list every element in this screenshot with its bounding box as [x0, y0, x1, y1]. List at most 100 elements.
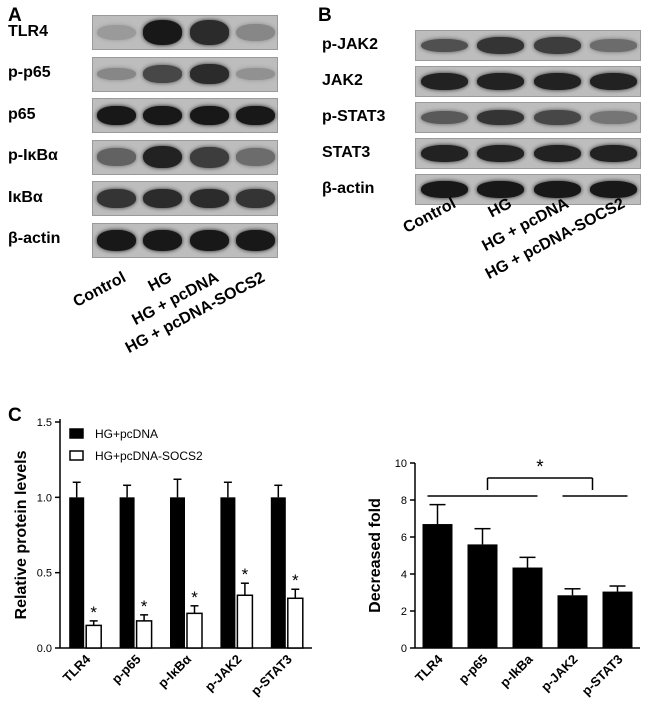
bar-hg-pcdna: [119, 497, 135, 648]
blot-band: [420, 38, 468, 53]
blot-band: [477, 36, 525, 55]
blot-band: [590, 111, 638, 124]
blot-row-label-p65: p65: [8, 105, 36, 123]
panel-label-b: B: [318, 5, 332, 26]
blot-row-label-jak2: JAK2: [322, 71, 363, 89]
blot-band: [236, 229, 276, 251]
blot-strip-actin: [92, 222, 278, 258]
x-tick-label: p-p65: [109, 652, 144, 687]
bar-hg-pcdna: [69, 497, 85, 648]
blot-row-label-p-jak2: p-JAK2: [322, 35, 379, 53]
blot-band: [189, 105, 229, 126]
blot-row-label-p-i-b: p-IκBα: [8, 147, 58, 164]
panel-label-a: A: [8, 5, 22, 26]
bar: [467, 544, 498, 648]
blot-band: [96, 229, 136, 251]
x-tick-label: p-IκBα: [155, 652, 194, 691]
bar-hg-pcdna: [220, 497, 236, 648]
blot-band: [143, 105, 183, 126]
bar-hg-pcdna: [170, 497, 185, 648]
x-tick-label: TLR4: [60, 651, 94, 685]
y-tick-label: 8: [401, 495, 407, 507]
blot-band: [143, 20, 183, 45]
blot-band: [533, 144, 581, 163]
blot-band: [96, 67, 136, 81]
blot-band: [590, 180, 638, 199]
legend-swatch: [69, 428, 84, 439]
blot-band: [143, 188, 183, 209]
blot-row-label-actin: β-actin: [8, 230, 61, 247]
bar: [602, 591, 633, 648]
blot-band: [96, 188, 136, 209]
bar-hg-pcdna-socs2: [287, 597, 304, 649]
blot-band: [420, 72, 468, 91]
blot-band: [96, 148, 136, 166]
x-tick-label: p-JAK2: [202, 652, 245, 695]
bar-hg-pcdna-socs2: [186, 612, 203, 649]
bar: [557, 595, 588, 648]
significance-marker: *: [536, 457, 544, 478]
significance-marker: *: [242, 565, 249, 584]
blot-strip-tlr4: [92, 15, 278, 50]
blot-band: [189, 146, 229, 168]
y-tick-label: 0.5: [37, 568, 52, 580]
blot-band: [236, 67, 276, 81]
blot-band: [533, 72, 581, 91]
legend-label: HG+pcDNA-SOCS2: [95, 449, 203, 463]
blot-band: [143, 65, 183, 83]
blot-band: [477, 109, 525, 126]
blot-band: [96, 105, 136, 126]
blot-strip-actin: [415, 174, 641, 205]
blot-band: [189, 188, 229, 209]
blot-strip-stat3: [415, 138, 641, 169]
blot-band: [477, 144, 525, 163]
blot-band: [533, 36, 581, 55]
y-tick-label: 2: [401, 606, 407, 618]
decreased-fold-chart: 0 2 4 6 8 10 Decreased fold TLR4 p-p65 p-IkBa p-JA…: [367, 457, 640, 699]
blot-band: [143, 145, 183, 169]
bar-hg-pcdna-socs2: [236, 594, 254, 649]
blot-band: [533, 109, 581, 126]
blot-row-label-p-p65: p-p65: [8, 64, 51, 81]
y-axis-label: Relative protein levels: [13, 450, 30, 619]
bar-hg-pcdna: [270, 497, 286, 648]
blot-band: [189, 64, 229, 84]
panel-label-c: C: [8, 405, 22, 426]
bar: [512, 567, 543, 648]
y-tick-label: 0: [401, 643, 407, 655]
y-tick-label: 1.5: [37, 418, 52, 429]
legend-swatch: [69, 450, 84, 461]
blot-row-label-tlr4: TLR4: [8, 22, 48, 40]
x-tick-label: p-p65: [455, 652, 490, 687]
x-tick-label: p-IkBa: [497, 651, 536, 690]
blot-band: [143, 229, 183, 251]
y-tick-label: 10: [395, 458, 407, 470]
blot-strip-p-p65: [92, 56, 278, 92]
x-tick-label: p-STAT3: [579, 652, 626, 699]
x-tick-label: p-JAK2: [538, 652, 581, 695]
blot-band: [189, 20, 229, 45]
blot-row-label-actin: β-actin: [322, 179, 375, 197]
blot-row-label-stat3: STAT3: [322, 143, 371, 161]
bar-hg-pcdna-socs2: [135, 620, 153, 649]
y-axis-label: Decreased fold: [367, 498, 384, 613]
blot-band: [590, 39, 638, 52]
blot-band: [533, 180, 581, 199]
blot-band: [236, 188, 276, 209]
blot-strip-p-stat3: [415, 102, 641, 133]
significance-marker: *: [90, 603, 97, 622]
blot-band: [189, 229, 229, 251]
bar: [422, 524, 453, 648]
blot-band: [590, 72, 638, 91]
y-tick-label: 0.0: [37, 643, 52, 655]
blot-band: [236, 105, 276, 126]
blot-band: [590, 144, 638, 163]
blot-band: [477, 180, 525, 199]
blot-band: [477, 72, 525, 91]
blot-band: [236, 23, 276, 42]
blot-strip-i-b: [92, 181, 278, 216]
blot-band: [420, 180, 468, 199]
x-tick-label: p-STAT3: [248, 652, 295, 699]
significance-marker: *: [141, 597, 148, 616]
blot-band: [236, 148, 276, 166]
